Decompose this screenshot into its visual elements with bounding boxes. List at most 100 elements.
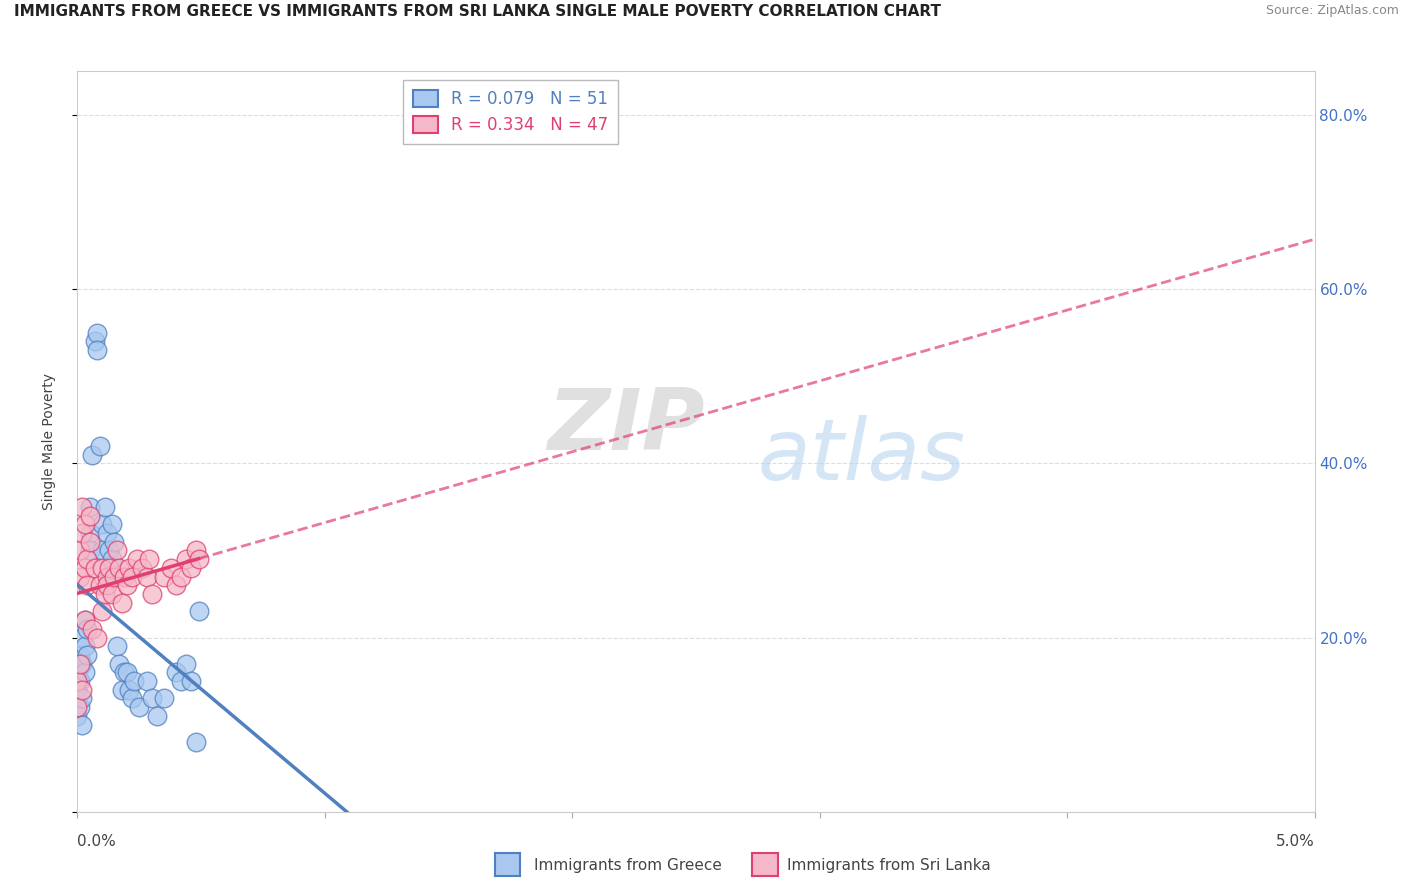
Point [98,543,121,558]
Point [187,604,209,618]
Point [98,569,121,583]
Text: IMMIGRANTS FROM GREECE VS IMMIGRANTS FROM SRI LANKA SINGLE MALE POVERTY CORRELAT: IMMIGRANTS FROM GREECE VS IMMIGRANTS FRO… [14,4,941,20]
Point [79,543,101,558]
Point [89,578,111,592]
Point [105,639,128,653]
Point [73,517,96,532]
Point [180,561,202,575]
Point [76,578,98,592]
Point [170,674,193,689]
Point [131,561,153,575]
Point [72,717,94,731]
Point [108,657,131,671]
Point [72,691,94,706]
Point [69,700,91,714]
Point [180,674,202,689]
Point [79,500,101,514]
Point [122,674,145,689]
Point [83,561,105,575]
Text: 5.0%: 5.0% [1275,834,1315,849]
Point [170,569,193,583]
Point [105,543,128,558]
Point [76,648,98,662]
Point [93,587,115,601]
Point [111,682,134,697]
Point [112,569,135,583]
Point [112,665,135,680]
Point [69,657,91,671]
Point [141,587,163,601]
Point [115,665,138,680]
Point [69,569,91,583]
Point [72,631,94,645]
Point [76,622,98,636]
Point [96,569,118,583]
Point [118,561,141,575]
Point [145,709,167,723]
Point [135,569,157,583]
Text: Immigrants from Greece: Immigrants from Greece [534,858,723,872]
Point [165,578,187,592]
Point [73,665,96,680]
Point [91,543,114,558]
Point [79,508,101,523]
Point [118,682,141,697]
Point [121,569,143,583]
Point [153,691,176,706]
Point [72,500,94,514]
Point [93,500,115,514]
Point [69,648,91,662]
Point [128,700,150,714]
Point [108,561,131,575]
Point [141,691,163,706]
Point [184,543,207,558]
Point [174,552,197,566]
Y-axis label: Single Male Poverty: Single Male Poverty [42,373,56,510]
Text: 0.0%: 0.0% [77,834,117,849]
Point [66,674,89,689]
Point [121,691,143,706]
Point [111,596,134,610]
Point [89,439,111,453]
Point [69,543,91,558]
Point [160,561,183,575]
Text: Immigrants from Sri Lanka: Immigrants from Sri Lanka [787,858,991,872]
Point [79,534,101,549]
Point [101,552,124,566]
Point [96,526,118,541]
Point [66,665,89,680]
Point [86,343,108,357]
Text: Source: ZipAtlas.com: Source: ZipAtlas.com [1265,4,1399,18]
Point [153,569,176,583]
Point [91,604,114,618]
Point [76,552,98,566]
Text: atlas: atlas [758,415,966,498]
Point [72,526,94,541]
Point [98,561,121,575]
Point [82,622,104,636]
Text: ZIP: ZIP [547,385,706,468]
Point [101,587,124,601]
Point [103,534,125,549]
Point [73,639,96,653]
Point [165,665,187,680]
Point [82,448,104,462]
Point [91,561,114,575]
Point [73,613,96,627]
Point [73,613,96,627]
Point [79,526,101,541]
Point [66,682,89,697]
Point [86,631,108,645]
Point [72,682,94,697]
Point [72,657,94,671]
Point [187,552,209,566]
Point [86,326,108,340]
Point [184,735,207,749]
Point [69,674,91,689]
Point [66,700,89,714]
Point [83,334,105,349]
Point [135,674,157,689]
Point [115,578,138,592]
Point [66,709,89,723]
Point [138,552,160,566]
